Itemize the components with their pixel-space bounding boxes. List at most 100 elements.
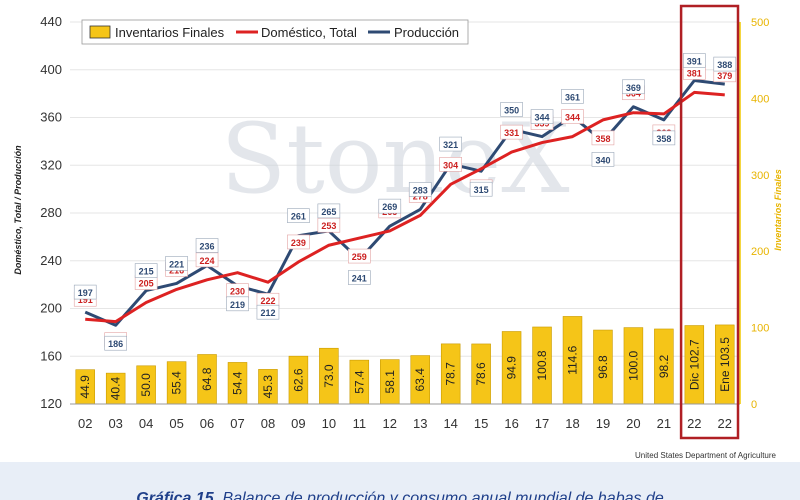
bar-value-label: 64.8: [200, 367, 214, 391]
data-label-produccion: 236: [200, 242, 215, 252]
bar-value-label: 57.4: [352, 370, 366, 394]
data-label-domestico: 344: [565, 113, 580, 123]
data-label-box: [652, 130, 676, 146]
data-label-domestico: 230: [230, 287, 245, 297]
data-label-domestico: 253: [321, 221, 336, 231]
data-label-box: [165, 256, 188, 271]
x-tick-label: 03: [108, 416, 122, 431]
x-tick-label: 18: [565, 416, 579, 431]
highlight-box: [679, 4, 740, 440]
data-label-box: [378, 198, 402, 214]
y-tick-label-left: 280: [40, 205, 62, 220]
legend: Inventarios Finales Doméstico, Total Pro…: [81, 19, 469, 45]
bar-value-label: 55.4: [170, 371, 184, 395]
data-label-box: [500, 102, 523, 117]
data-label-box: [469, 181, 493, 197]
legend-label-inventarios: Inventarios Finales: [115, 25, 225, 40]
data-label-box: [408, 182, 432, 197]
y-tick-label-right: 500: [751, 17, 769, 29]
data-label-domestico: 331: [504, 128, 519, 138]
line-domestico: [85, 90, 725, 324]
bar-value-label: 98.2: [657, 354, 671, 378]
bar-value-label: 78.6: [474, 362, 488, 386]
data-label-domestico: 379: [717, 71, 732, 81]
x-tick-label: 17: [535, 416, 549, 431]
x-tick-label: 06: [200, 416, 214, 431]
watermark: StoneX: [220, 103, 569, 215]
figure-caption: Gráfica 15. Balance de producción y cons…: [0, 490, 800, 500]
data-label-produccion: 358: [656, 134, 671, 144]
data-label-produccion: 219: [230, 300, 245, 310]
chart: StoneX 44.9 40.4 50.0 55.4 64.8 54.4 45.3 62.6 7…: [13, 4, 783, 460]
legend-swatch-inventarios: [89, 25, 111, 39]
data-label-box: [195, 238, 219, 253]
data-label-box: [530, 109, 554, 124]
x-tick-label: 05: [169, 416, 183, 431]
data-label-domestico: 239: [291, 238, 306, 248]
bar-value-label: 96.8: [596, 355, 610, 379]
x-tick-label: 04: [139, 416, 153, 431]
bar-value-label: 44.9: [78, 375, 92, 399]
caption-band: Gráfica 15. Balance de producción y cons…: [0, 462, 800, 500]
data-label-box: [713, 56, 737, 72]
bar-value-label: 45.3: [261, 375, 275, 399]
data-label-domestico: 191: [78, 295, 93, 305]
bar-value-label: 100.8: [535, 350, 549, 380]
y-tick-label-right: 400: [751, 93, 769, 105]
bar-value-label: 73.0: [322, 364, 336, 388]
data-label-box: [317, 203, 341, 219]
data-label-box: [73, 284, 97, 300]
bar-value-label: 94.9: [505, 356, 519, 380]
caption-number: Gráfica 15.: [136, 490, 219, 500]
data-label-produccion: 344: [535, 113, 550, 123]
x-tick-label: 16: [504, 416, 518, 431]
y-tick-label-left: 160: [40, 348, 62, 363]
x-tick-label: 11: [353, 416, 367, 431]
data-label-box: [622, 79, 645, 95]
bar-series: 44.9 40.4 50.0 55.4 64.8 54.4 45.3 62.6 73.0 57.4…: [75, 316, 735, 405]
y-tick-label-right: 200: [751, 246, 769, 258]
x-tick-label: 02: [78, 416, 92, 431]
y-tick-label-left: 320: [40, 157, 62, 172]
y-tick-label-left: 200: [40, 301, 62, 316]
data-label-box: [500, 124, 523, 140]
highlight-frame: [679, 4, 740, 440]
x-tick-label: 10: [322, 416, 336, 431]
data-label-box: [439, 157, 462, 172]
data-label-produccion: 212: [260, 308, 275, 318]
bar-value-label: Ene 103.5: [718, 337, 732, 392]
data-label-domestico: 381: [687, 68, 702, 78]
x-tick-label: 22: [718, 416, 732, 431]
data-label-box: [591, 152, 615, 167]
data-label-domestico: 304: [443, 160, 458, 170]
data-label-box: [439, 136, 462, 152]
data-label-box: [195, 252, 219, 268]
data-label-domestico: 224: [200, 256, 215, 266]
data-label-produccion: 388: [717, 60, 732, 70]
data-label-produccion: 350: [504, 105, 519, 115]
data-label-domestico: 358: [595, 134, 610, 144]
data-label-produccion: 269: [382, 202, 397, 212]
y-tick-label-left: 400: [40, 62, 62, 77]
data-label-box: [287, 234, 310, 250]
data-label-produccion: 241: [352, 274, 367, 284]
caption-text: Balance de producción y consumo anual mu…: [222, 490, 664, 500]
data-label-box: [683, 53, 706, 68]
data-label-produccion: 186: [108, 339, 123, 349]
data-label-produccion: 221: [169, 259, 184, 269]
legend-label-domestico: Doméstico, Total: [261, 25, 357, 40]
data-label-produccion: 283: [413, 185, 428, 195]
y-tick-label-left: 440: [40, 14, 62, 29]
x-tick-label: 09: [291, 416, 305, 431]
y-tick-label-left: 360: [40, 110, 62, 125]
data-label-produccion: 315: [474, 185, 489, 195]
data-label-box: [287, 208, 310, 223]
x-tick-label: 13: [413, 416, 427, 431]
data-label-domestico: 205: [139, 279, 154, 289]
source-note: United States Department of Agriculture: [635, 451, 777, 460]
bar-value-label: 100.0: [626, 350, 640, 380]
bar-value-label: 54.4: [231, 371, 245, 395]
data-label-produccion: 391: [687, 56, 702, 66]
data-label-box: [317, 217, 341, 233]
data-label-domestico: 222: [260, 296, 275, 306]
